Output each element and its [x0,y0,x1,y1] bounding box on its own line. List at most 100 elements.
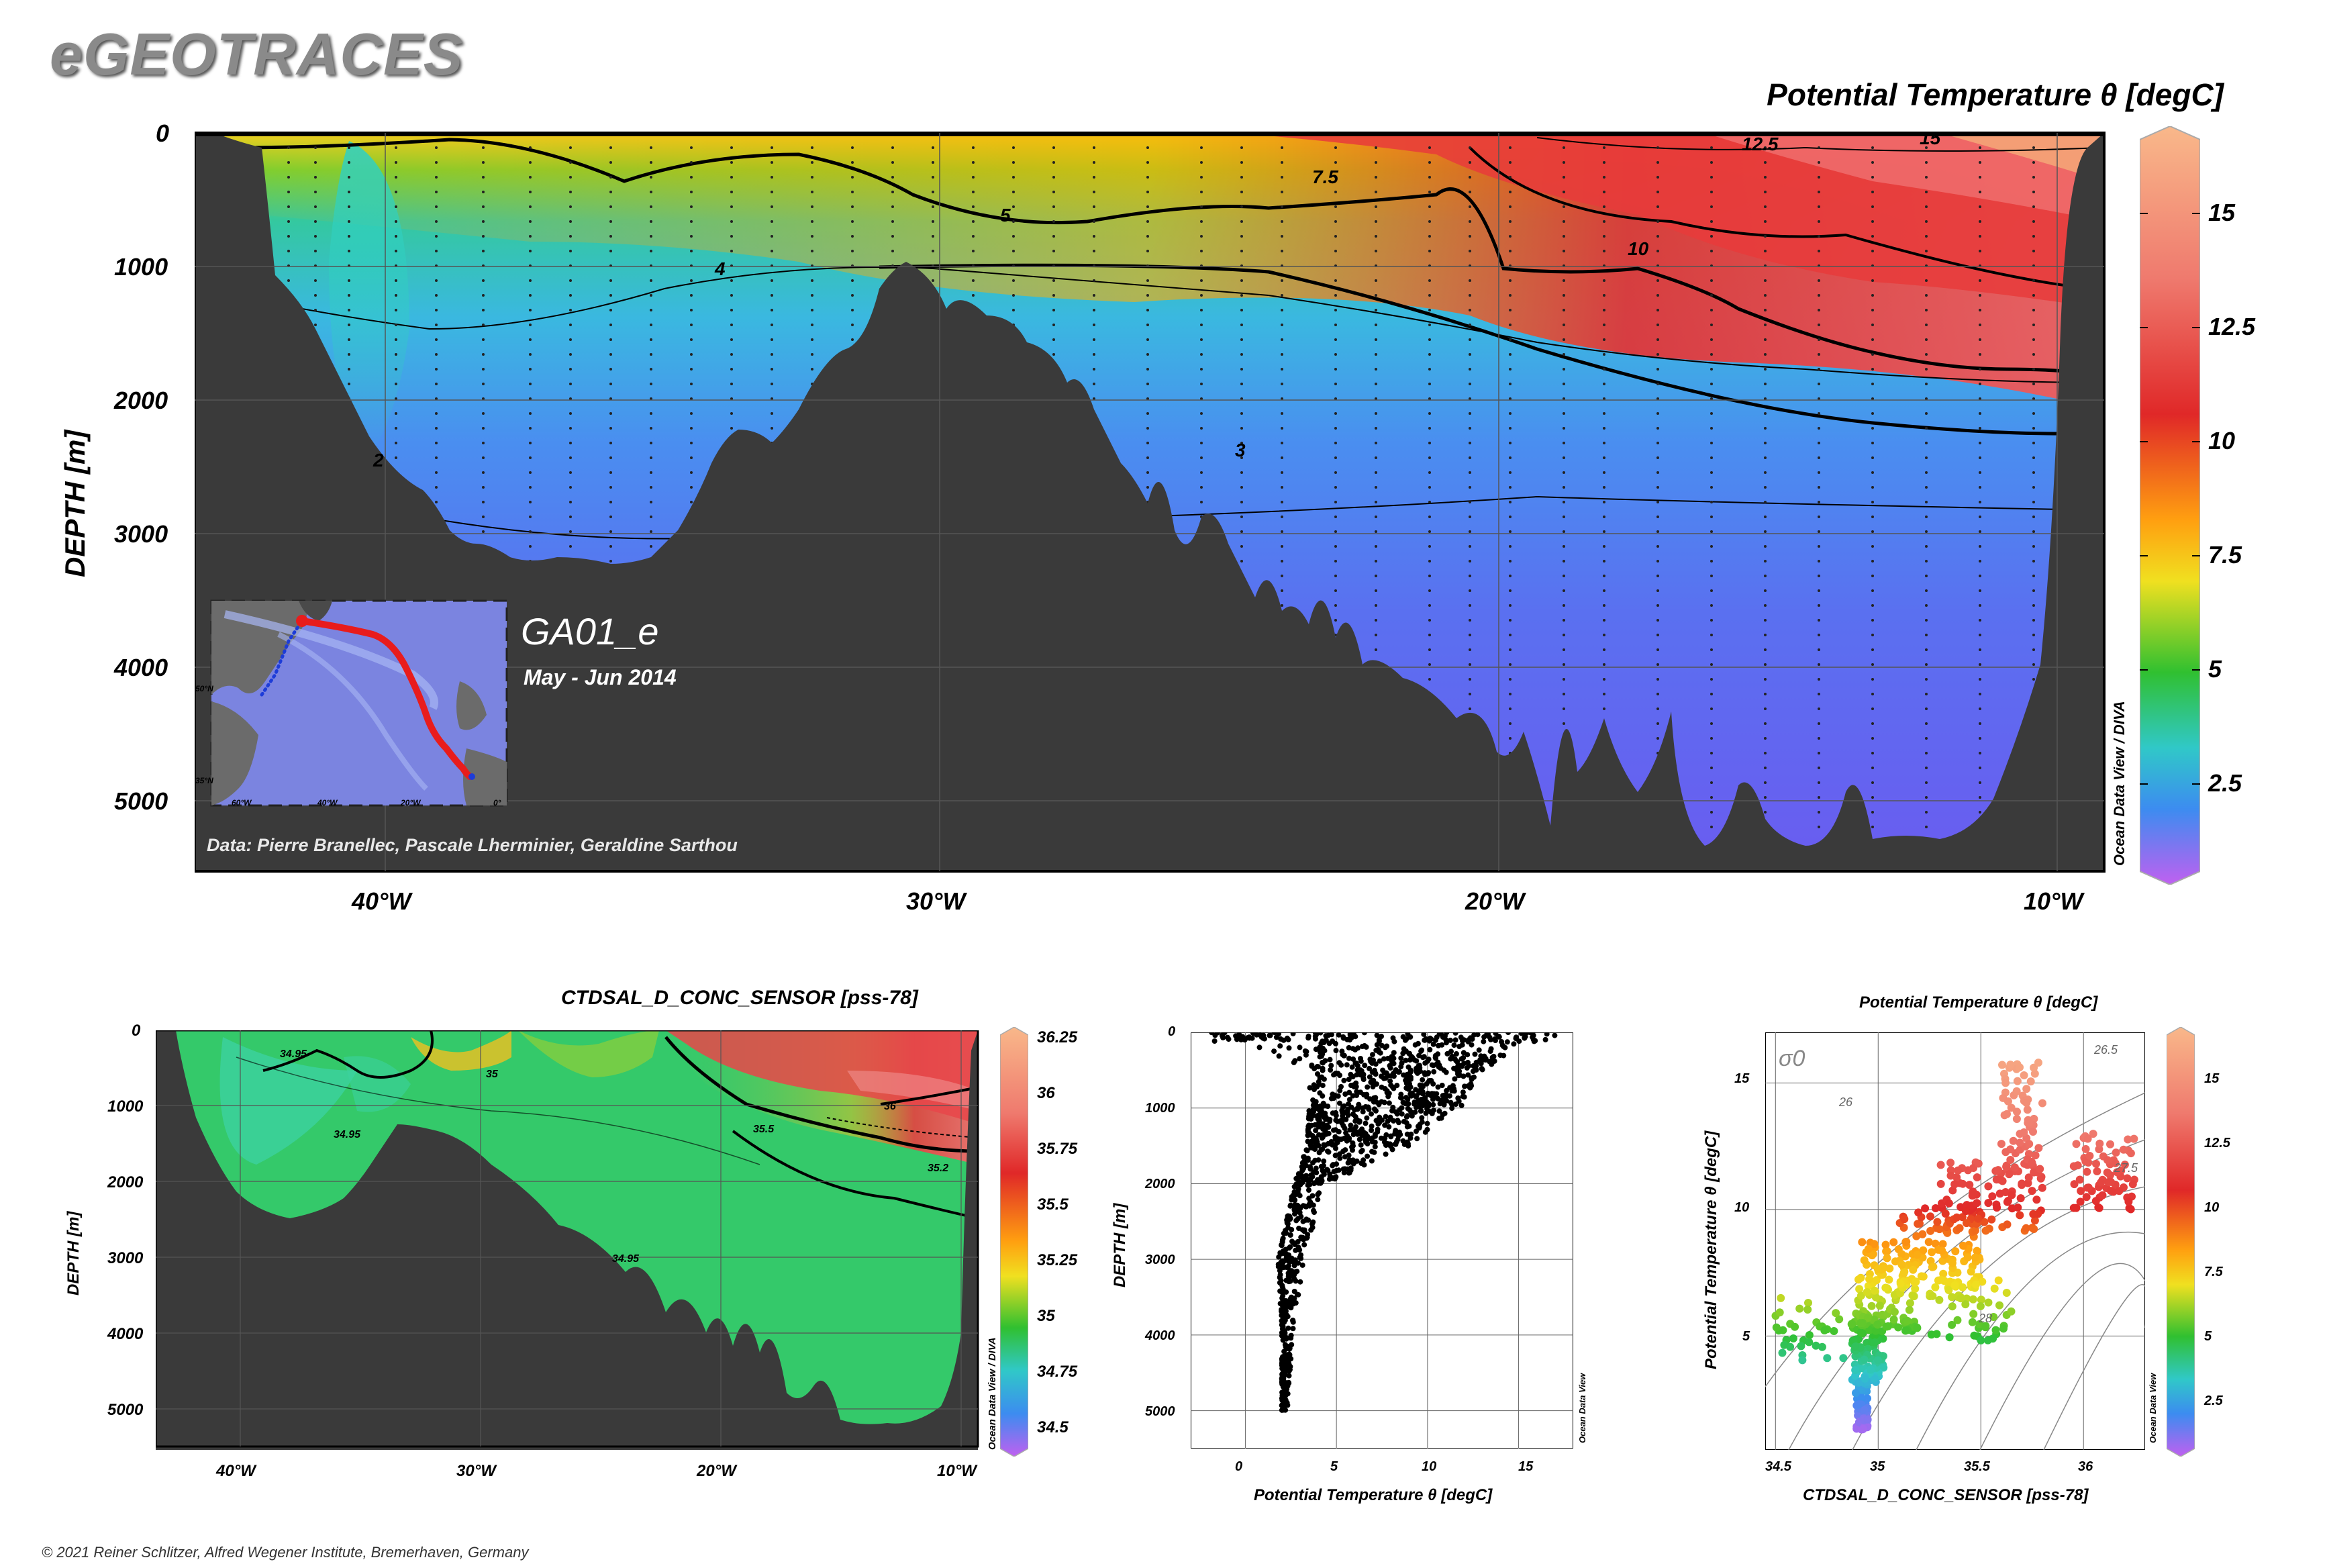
profile-y-tick: 0 [1168,1024,1176,1039]
ts-title: Potential Temperature θ [degC] [1859,993,2098,1012]
isopycnal-label: 28 [1978,1312,1992,1325]
main-y-label: DEPTH [m] [59,430,91,577]
ts-y-tick: 10 [1734,1200,1750,1215]
section-period: May - Jun 2014 [524,665,677,689]
main-colorbar [2140,126,2200,885]
contour-label: 7.5 [1312,166,1338,187]
sal-contour-label: 35.5 [753,1124,775,1135]
main-colorbar-tick: 12.5 [2208,313,2256,340]
track-inset-map: 60°W 40°W 20°W 0° 50°N 35°N [195,599,508,807]
sal-y-tick: 5000 [107,1401,144,1419]
main-x-tick: 10°W [2024,887,2083,915]
sal-y-tick: 1000 [107,1097,144,1116]
sal-colorbar-tick: 34.75 [1037,1363,1078,1381]
sal-y-tick: 4000 [107,1325,144,1343]
sal-contour-label: 35 [486,1069,499,1080]
isopycnal-label: 27.5 [2114,1161,2138,1175]
ts-colorbar-tick: 5 [2204,1329,2212,1344]
sal-colorbar-tick: 35.25 [1037,1251,1078,1269]
section-name: GA01_e [521,610,659,652]
profile-y-tick: 5000 [1145,1404,1175,1419]
map-tick: 60°W [232,798,252,807]
sal-colorbar-tick: 36.25 [1037,1028,1078,1046]
map-tick: 40°W [317,798,338,807]
profile-y-tick: 2000 [1145,1177,1175,1191]
sal-y-label: DEPTH [m] [64,1211,83,1295]
contour-label: 4 [714,258,726,279]
isopycnal-symbol: σ0 [1779,1046,1805,1071]
contour-label: 2 [373,450,384,471]
ts-colorbar-tick: 10 [2204,1200,2220,1215]
salinity-title: CTDSAL_D_CONC_SENSOR [pss-78] [561,987,918,1009]
map-tick: 20°W [400,798,422,807]
ts-scatter-plot: σ0 26.5 26 27.5 28 [1765,1032,2145,1450]
profile-y-tick: 3000 [1145,1253,1175,1267]
sal-colorbar-tick: 35.5 [1037,1195,1069,1214]
sal-odv-watermark: Ocean Data View / DIVA [987,1337,998,1450]
main-y-tick: 4000 [114,654,168,681]
profile-odv-watermark: Ocean Data View [1577,1373,1587,1443]
profile-x-tick: 0 [1235,1459,1243,1474]
main-y-tick: 1000 [114,253,168,281]
main-x-tick: 20°W [1465,887,1525,915]
main-chart-title: Potential Temperature θ [degC] [1767,77,2224,112]
sal-contour-label: 34.95 [280,1048,307,1060]
ts-colorbar [2167,1027,2195,1457]
main-y-tick: 2000 [114,387,168,414]
main-y-tick: 3000 [114,520,168,548]
sal-colorbar-tick: 36 [1037,1084,1055,1102]
ts-x-tick: 36 [2078,1459,2093,1474]
contour-label: 12.5 [1742,134,1779,154]
ts-x-tick: 34.5 [1765,1459,1791,1474]
sal-x-tick: 10°W [937,1462,977,1480]
main-odv-watermark: Ocean Data View / DIVA [2111,701,2128,866]
copyright-notice: © 2021 Reiner Schlitzer, Alfred Wegener … [42,1544,529,1561]
main-colorbar-tick: 2.5 [2208,769,2242,797]
ts-colorbar-tick: 2.5 [2204,1393,2223,1408]
ts-y-tick: 5 [1742,1329,1750,1344]
ts-x-tick: 35 [1870,1459,1885,1474]
map-tick: 35°N [195,776,213,785]
sal-x-tick: 20°W [697,1462,736,1480]
profile-x-label: Potential Temperature θ [degC] [1254,1486,1493,1504]
data-credit: Data: Pierre Branellec, Pascale Lhermini… [207,835,738,855]
sal-colorbar-tick: 35.75 [1037,1140,1078,1158]
sal-x-tick: 40°W [216,1462,256,1480]
profile-y-tick: 4000 [1145,1328,1175,1343]
ts-colorbar-tick: 15 [2204,1071,2220,1086]
salinity-section-plot: 34.95 35 34.95 35.2 35.5 36 34.95 [156,1030,979,1450]
ts-colorbar-tick: 7.5 [2204,1265,2223,1279]
sal-contour-label: 36 [884,1101,896,1112]
ts-colorbar-tick: 12.5 [2204,1136,2230,1150]
main-colorbar-tick: 15 [2208,199,2236,226]
profile-x-tick: 10 [1422,1459,1437,1474]
sal-y-tick: 3000 [107,1249,144,1267]
map-tick: 50°N [195,684,213,693]
ts-x-label: CTDSAL_D_CONC_SENSOR [pss-78] [1803,1486,2089,1504]
ts-odv-watermark: Ocean Data View [2148,1373,2158,1443]
isopycnal-label: 26 [1838,1095,1853,1109]
profile-y-label: DEPTH [m] [1111,1203,1129,1287]
sal-x-tick: 30°W [456,1462,496,1480]
profile-x-tick: 15 [1518,1459,1534,1474]
contour-label: 15 [1920,128,1941,148]
main-y-tick: 0 [156,119,170,147]
contour-label: 5 [1000,205,1011,226]
ts-y-tick: 15 [1734,1071,1750,1086]
contour-label: 10 [1628,238,1649,259]
isopycnal-label: 26.5 [2093,1043,2118,1057]
sal-colorbar-tick: 35 [1037,1307,1055,1325]
ts-y-label: Potential Temperature θ [degC] [1702,1130,1720,1369]
sal-contour-label: 35.2 [928,1163,948,1174]
sal-contour-label: 34.95 [334,1129,361,1140]
sal-colorbar-tick: 34.5 [1037,1418,1069,1436]
salinity-colorbar [1000,1027,1028,1457]
map-tick: 0° [493,798,501,807]
main-colorbar-tick: 7.5 [2208,541,2242,569]
ts-x-tick: 35.5 [1964,1459,1990,1474]
main-x-tick: 30°W [906,887,966,915]
profile-x-tick: 5 [1330,1459,1338,1474]
sal-contour-label: 34.95 [612,1253,640,1265]
profile-scatter-plot [1191,1032,1573,1449]
main-y-tick: 5000 [114,787,168,815]
